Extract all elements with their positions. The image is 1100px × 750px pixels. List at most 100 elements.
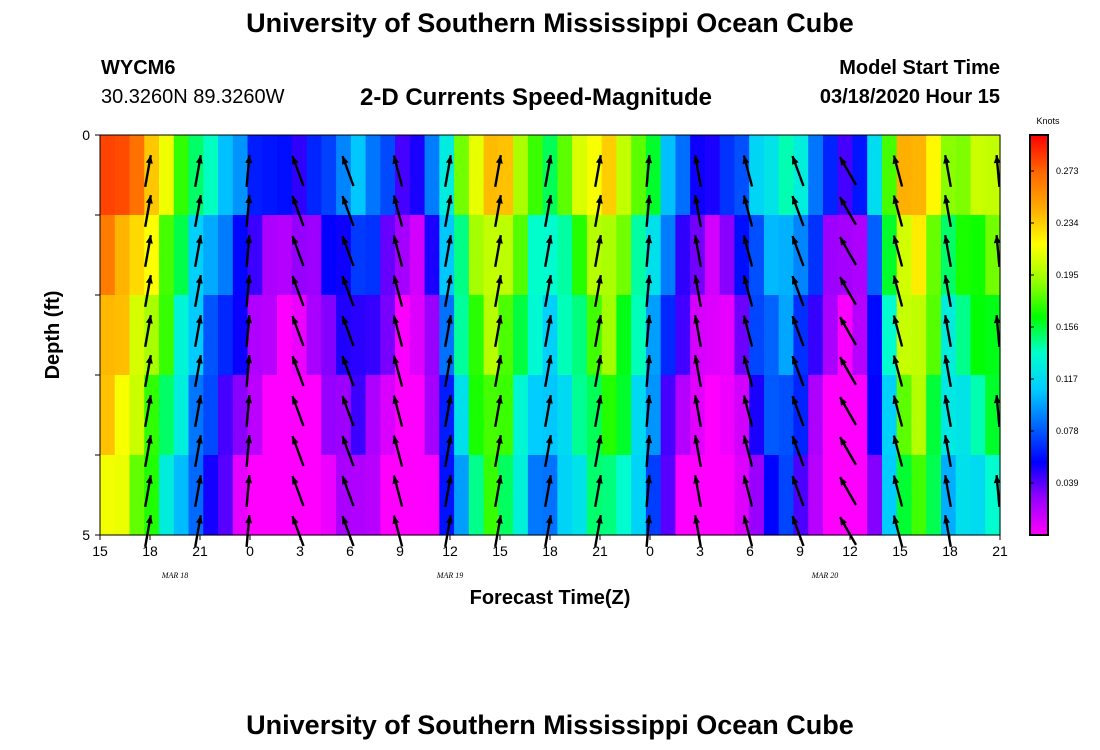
heatmap-cell xyxy=(911,295,927,376)
x-tick-label: 21 xyxy=(192,543,208,559)
arrow-head xyxy=(840,237,847,246)
heatmap-cell xyxy=(468,295,485,376)
heatmap-cell xyxy=(616,455,632,536)
heatmap-cell xyxy=(395,295,411,376)
current-arrow xyxy=(144,154,153,188)
heatmap-cell xyxy=(409,135,426,216)
arrow-head xyxy=(292,196,299,205)
arrow-head xyxy=(342,156,349,165)
heatmap-cell xyxy=(837,455,854,536)
arrow-head xyxy=(693,395,701,404)
arrow-head xyxy=(892,515,900,525)
x-tick-label: 21 xyxy=(592,543,608,559)
current-arrow xyxy=(544,154,553,188)
heatmap-cell xyxy=(704,375,721,456)
arrow-head xyxy=(392,355,400,365)
arrow-head xyxy=(693,195,701,204)
heatmap-cell xyxy=(144,295,160,376)
station-id: WYCM6 xyxy=(101,57,176,79)
heatmap-cell xyxy=(572,295,588,376)
heatmap-cell xyxy=(616,135,632,216)
current-arrow xyxy=(838,516,858,546)
heatmap-cell xyxy=(513,295,529,376)
date-label: MAR 19 xyxy=(436,571,463,580)
heatmap-cell xyxy=(277,295,293,376)
heatmap-cell xyxy=(395,135,411,216)
current-arrow xyxy=(444,194,453,228)
arrow-head xyxy=(943,315,951,324)
heatmap-cell xyxy=(100,455,116,536)
heatmap-cell xyxy=(247,455,263,536)
heatmap-cell xyxy=(749,135,765,216)
heatmap-cell xyxy=(704,215,721,296)
heatmap-cell xyxy=(926,375,942,456)
arrow-head xyxy=(595,515,603,524)
arrow-head xyxy=(342,236,349,245)
arrow-head xyxy=(693,515,701,524)
arrow-head xyxy=(445,395,453,404)
heatmap-cell xyxy=(365,215,381,296)
x-tick-label: 0 xyxy=(646,543,654,559)
current-arrow xyxy=(594,354,603,388)
heatmap-cell xyxy=(896,455,913,536)
current-arrow xyxy=(494,154,503,188)
heatmap-cell xyxy=(203,295,219,376)
heatmap-cell xyxy=(660,215,677,296)
arrow-head xyxy=(993,475,1001,484)
current-arrow xyxy=(494,474,503,508)
heatmap-cell xyxy=(159,375,175,456)
current-arrow xyxy=(494,394,503,428)
heatmap-cell xyxy=(380,455,396,536)
arrow-head xyxy=(292,436,299,445)
heatmap-cell xyxy=(557,135,573,216)
arrow-head xyxy=(892,475,900,485)
heatmap-cell xyxy=(586,295,603,376)
heatmap-cell xyxy=(262,135,278,216)
heatmap-cell xyxy=(468,375,485,456)
arrow-head xyxy=(392,195,400,205)
current-arrow xyxy=(194,194,203,228)
heatmap-cell xyxy=(660,375,677,456)
current-arrow xyxy=(892,515,904,547)
heatmap-cell xyxy=(144,135,160,216)
arrow-head xyxy=(792,196,799,205)
colorbar-tick-label: 0.117 xyxy=(1056,374,1078,384)
heatmap-cell xyxy=(719,295,736,376)
heatmap-cell xyxy=(483,375,499,456)
heatmap-cell xyxy=(336,295,352,376)
arrow-head xyxy=(545,395,553,404)
heatmap-cell xyxy=(395,455,411,536)
heatmap-cell xyxy=(513,135,529,216)
arrow-head xyxy=(195,155,203,164)
arrow-head xyxy=(742,235,750,245)
heatmap-cell xyxy=(306,455,322,536)
arrow-head xyxy=(145,435,153,444)
heatmap-cell xyxy=(262,215,278,296)
heatmap-cell xyxy=(483,135,499,216)
heatmap-cell xyxy=(409,295,426,376)
heatmap-cell xyxy=(114,375,131,456)
current-arrow xyxy=(194,394,203,428)
heatmap-cell xyxy=(911,215,927,296)
arrow-head xyxy=(392,315,400,325)
x-tick-label: 6 xyxy=(346,543,354,559)
heatmap-cell xyxy=(955,215,972,296)
arrow-head xyxy=(993,155,1001,164)
heatmap-cell xyxy=(527,295,544,376)
heatmap-cell xyxy=(822,455,839,536)
arrow-head xyxy=(892,155,900,165)
heatmap-cell xyxy=(173,375,190,456)
current-arrow xyxy=(194,274,203,308)
heatmap-cell xyxy=(203,135,219,216)
arrow-head xyxy=(495,355,503,364)
heatmap-cell xyxy=(129,135,145,216)
current-arrow xyxy=(742,275,754,307)
heatmap-cell xyxy=(513,455,529,536)
arrow-head xyxy=(545,515,553,524)
heatmap-cell xyxy=(911,375,927,456)
arrow-head xyxy=(792,436,799,445)
heatmap-cell xyxy=(483,215,499,296)
current-arrow xyxy=(645,314,653,348)
arrow-head xyxy=(145,515,153,524)
heatmap-cell xyxy=(277,215,293,296)
